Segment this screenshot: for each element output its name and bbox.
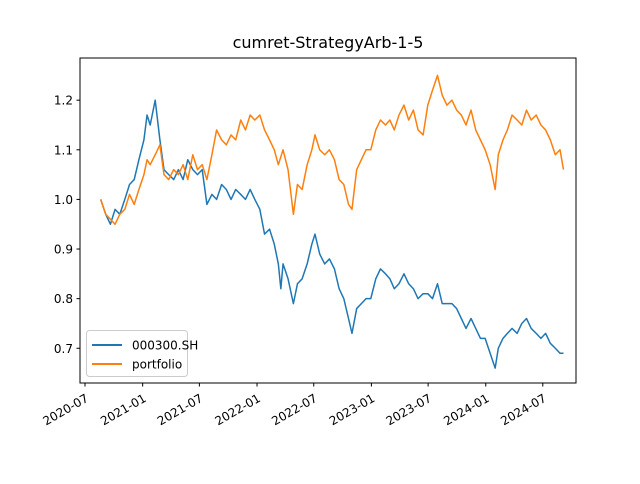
y-axis: 0.7 0.8 0.9 1.0 1.1 1.2 <box>54 94 80 356</box>
y-tick-label: 1.1 <box>54 143 73 157</box>
y-tick-label: 1.2 <box>54 94 73 108</box>
y-tick-label: 0.8 <box>54 292 73 306</box>
y-tick-label: 0.7 <box>54 342 73 356</box>
chart-title: cumret-StrategyArb-1-5 <box>233 33 424 52</box>
series-line-portfolio <box>99 74 565 225</box>
legend: 000300.SH portfolio <box>86 330 198 377</box>
legend-label-portfolio: portfolio <box>132 358 182 372</box>
series-layer <box>99 74 565 369</box>
y-tick-label: 1.0 <box>54 193 73 207</box>
plot-frame <box>79 57 577 384</box>
y-tick-label: 0.9 <box>54 243 73 257</box>
legend-label-000300-sh: 000300.SH <box>132 339 198 353</box>
